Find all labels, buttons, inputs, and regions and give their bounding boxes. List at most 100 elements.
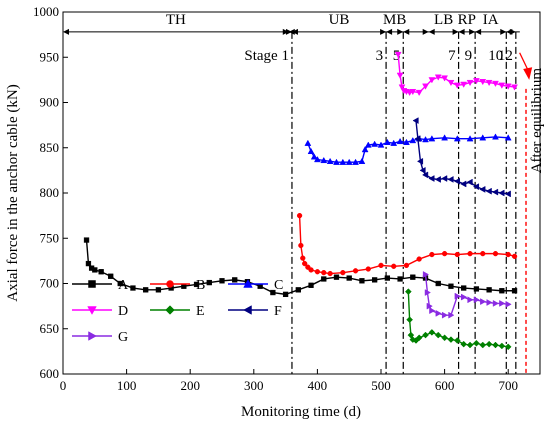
- series-d: [394, 51, 518, 97]
- point-a: [117, 280, 123, 287]
- x-tick-label-300: 300: [244, 378, 264, 393]
- point-f: [416, 157, 424, 165]
- point-c: [358, 157, 366, 164]
- data-series: [83, 51, 518, 351]
- legend-entry-e: E: [150, 304, 205, 319]
- point-b: [298, 242, 304, 249]
- series-b: [296, 212, 518, 277]
- point-b: [511, 253, 518, 260]
- point-a: [410, 274, 416, 280]
- point-d: [415, 89, 423, 97]
- point-a: [193, 281, 200, 288]
- point-d: [396, 72, 404, 79]
- point-c: [453, 135, 461, 142]
- phase-label-ia: IA: [483, 12, 499, 28]
- point-c: [361, 146, 369, 153]
- point-d: [409, 88, 417, 96]
- point-a: [83, 237, 90, 243]
- point-c: [396, 137, 404, 145]
- point-f: [422, 171, 429, 179]
- point-a: [448, 283, 454, 289]
- point-g: [424, 289, 431, 296]
- y-tick-label-750: 750: [40, 230, 60, 245]
- legend-entry-f: F: [228, 304, 282, 319]
- point-c: [466, 135, 474, 142]
- phase-arrow-right: [397, 28, 404, 35]
- phase-arrow-left: [428, 28, 435, 35]
- point-a: [359, 278, 365, 284]
- x-tick-label-700: 700: [498, 378, 518, 393]
- point-b: [492, 250, 499, 257]
- phase-label-rp: RP: [458, 12, 476, 28]
- y-tick-label-700: 700: [40, 276, 60, 291]
- point-a: [511, 288, 518, 294]
- point-f: [419, 166, 426, 174]
- point-c: [326, 157, 334, 164]
- point-c: [504, 134, 512, 141]
- legend-entry-a: A: [72, 278, 129, 293]
- point-d: [447, 79, 455, 87]
- point-c: [377, 141, 385, 148]
- point-b: [403, 262, 410, 269]
- legend-label: F: [274, 304, 282, 319]
- plot-frame: [62, 11, 541, 375]
- point-d: [492, 80, 499, 88]
- legend-label: E: [196, 304, 205, 319]
- point-b: [454, 251, 460, 258]
- point-d: [511, 84, 518, 91]
- point-a: [143, 287, 149, 293]
- point-e: [498, 342, 506, 350]
- point-a: [435, 280, 441, 287]
- point-e: [492, 341, 499, 349]
- point-c: [428, 135, 436, 142]
- point-b: [314, 269, 321, 275]
- x-tick-label-0: 0: [60, 378, 67, 393]
- point-f: [434, 176, 441, 183]
- stage-label-9: 9: [465, 48, 473, 64]
- point-f: [479, 185, 486, 193]
- point-d: [428, 77, 436, 84]
- y-tick-label-800: 800: [40, 185, 60, 200]
- y-axis-title: Axial force in the anchor cable (kN): [5, 84, 21, 301]
- point-e: [428, 329, 436, 336]
- point-e: [504, 343, 512, 351]
- point-a: [282, 291, 289, 298]
- legend-label: A: [118, 278, 129, 293]
- point-b: [365, 266, 371, 272]
- point-g: [486, 299, 493, 306]
- point-d: [453, 82, 461, 89]
- stage-label-5: 5: [393, 48, 401, 64]
- y-tick-label-1000: 1000: [33, 4, 59, 19]
- point-d: [485, 79, 493, 87]
- legend-marker: [165, 305, 175, 315]
- phase-arrow-left: [403, 28, 410, 35]
- point-a: [206, 279, 212, 286]
- legend-marker: [87, 306, 97, 315]
- point-g: [429, 307, 436, 315]
- point-g: [461, 293, 468, 301]
- point-e: [447, 336, 455, 343]
- point-a: [270, 289, 276, 296]
- point-g: [505, 300, 512, 308]
- point-c: [403, 138, 410, 145]
- point-a: [461, 285, 467, 291]
- point-b: [302, 260, 308, 267]
- point-b: [296, 212, 303, 219]
- point-a: [108, 273, 114, 279]
- point-d: [434, 74, 442, 81]
- y-tick-label-600: 600: [40, 366, 60, 381]
- phase-arrow-right: [469, 28, 476, 35]
- point-a: [308, 282, 314, 288]
- point-a: [232, 277, 238, 283]
- point-e: [407, 331, 415, 339]
- point-f: [491, 188, 499, 196]
- x-tick-label-200: 200: [180, 378, 200, 393]
- point-c: [339, 158, 347, 165]
- phase-arrow-right: [452, 28, 459, 35]
- x-tick-label-500: 500: [371, 378, 391, 393]
- phase-arrow-left: [386, 28, 393, 35]
- point-b: [300, 255, 306, 261]
- phase-arrow-right: [500, 28, 507, 35]
- series-f: [412, 117, 511, 198]
- point-e: [434, 331, 442, 339]
